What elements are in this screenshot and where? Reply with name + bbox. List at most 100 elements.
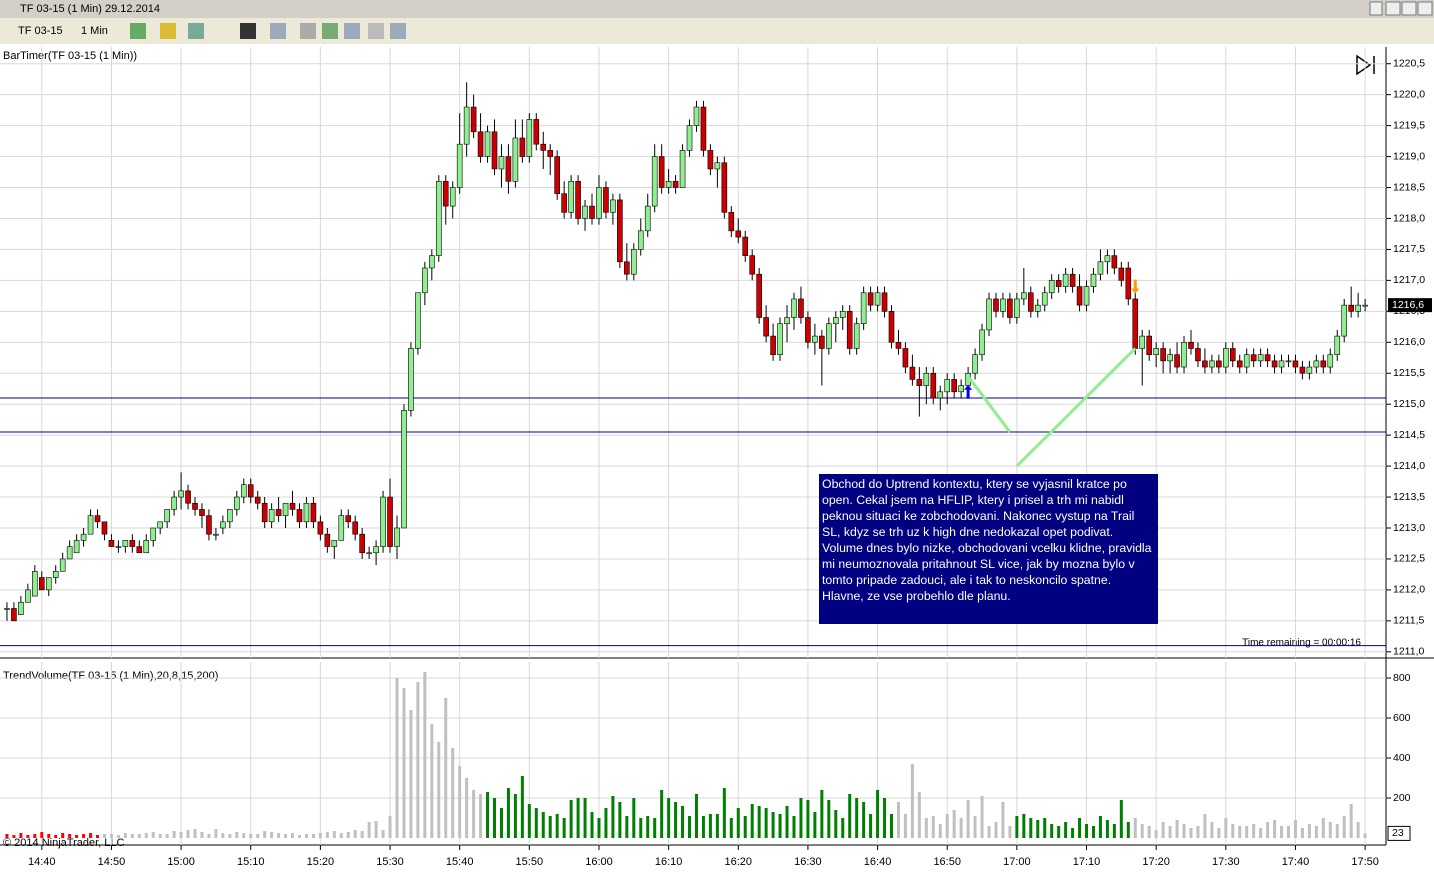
y-tick-label: 1212,0 — [1393, 584, 1425, 596]
toolbar-button[interactable] — [270, 23, 286, 39]
volume-bar — [1175, 820, 1179, 838]
toolbar-button[interactable] — [322, 23, 338, 39]
volume-bar — [416, 682, 420, 838]
volume-bar — [284, 834, 288, 838]
y-tick-label: 1211,5 — [1393, 615, 1424, 627]
volume-bar — [757, 806, 761, 838]
last-volume-box — [1387, 825, 1411, 841]
window-button[interactable] — [1401, 1, 1417, 16]
candle-body — [1313, 360, 1320, 368]
candle-body — [728, 211, 735, 232]
volume-bar — [193, 829, 197, 838]
candle-body — [860, 292, 867, 325]
volume-bar — [889, 814, 893, 838]
toolbar-button[interactable] — [368, 23, 384, 39]
y-tick-label: 1217,5 — [1393, 243, 1425, 255]
volume-bar — [688, 816, 692, 838]
volume-bar — [1252, 824, 1256, 838]
window-button[interactable] — [1369, 1, 1383, 16]
window-button[interactable] — [1385, 1, 1401, 16]
instrument-selector[interactable]: TF 03-15 — [18, 25, 63, 37]
candle-body — [624, 261, 630, 275]
candle-body — [129, 540, 136, 547]
toolbar-button[interactable] — [390, 23, 406, 39]
candle-body — [756, 273, 762, 318]
candle-body — [234, 496, 240, 510]
volume-bar — [26, 835, 30, 838]
volume-bar — [903, 814, 907, 838]
y-tick-label: 1214,0 — [1393, 460, 1425, 472]
volume-bar — [1001, 802, 1005, 838]
candle-body — [826, 323, 832, 349]
volume-bar — [1064, 822, 1068, 838]
volume-bar — [1091, 826, 1095, 838]
candle-body — [742, 236, 749, 256]
volume-bar — [346, 832, 350, 838]
toolbar-button[interactable] — [240, 23, 256, 39]
volume-bar — [1043, 818, 1047, 838]
volume-bar — [548, 816, 552, 838]
volume-bar — [527, 804, 531, 838]
volume-bar — [1238, 826, 1242, 838]
candle-body — [986, 298, 992, 331]
volume-bar — [270, 832, 274, 838]
y-tick-label: 1219,0 — [1393, 150, 1425, 162]
candle-body — [568, 181, 574, 213]
candle-body — [1236, 360, 1243, 368]
candle-body — [289, 502, 296, 510]
candle-body — [442, 181, 449, 207]
volume-bar — [1203, 814, 1207, 838]
volume-bar — [841, 818, 845, 838]
volume-bar — [325, 832, 329, 838]
candle-body — [380, 496, 386, 547]
candle-body — [324, 533, 331, 547]
candle-body — [944, 379, 951, 393]
candle-body — [909, 366, 916, 380]
candle-body — [1153, 348, 1159, 355]
volume-bar — [249, 834, 253, 838]
candle-body — [25, 589, 31, 603]
y-tick-label: 1215,0 — [1393, 398, 1425, 410]
candle-body — [561, 193, 567, 213]
toolbar-button[interactable] — [300, 23, 316, 39]
candle-body — [429, 255, 435, 269]
candle-body — [310, 502, 317, 523]
scroll-end-button[interactable] — [1356, 54, 1375, 76]
toolbar-button[interactable] — [188, 23, 204, 39]
toolbar-button[interactable] — [344, 23, 360, 39]
candle-body — [94, 515, 101, 523]
volume-bar — [242, 833, 246, 838]
volume-bar — [1286, 826, 1290, 838]
candle-body — [491, 131, 498, 170]
candle-body — [937, 391, 944, 399]
volume-bar — [451, 748, 455, 838]
volume-bar — [1342, 816, 1346, 838]
toolbar-button[interactable] — [130, 23, 146, 39]
volume-bar — [729, 818, 733, 838]
candle-body — [1216, 360, 1222, 368]
y-tick-label: 800 — [1393, 672, 1411, 684]
volume-bar — [722, 788, 726, 838]
volume-bar — [1182, 824, 1186, 838]
x-tick-label: 15:30 — [376, 856, 404, 868]
window-button[interactable] — [1417, 1, 1433, 16]
volume-bar — [778, 814, 782, 838]
toolbar-button[interactable] — [160, 23, 176, 39]
volume-bar — [1112, 824, 1116, 838]
candle-body — [1076, 286, 1083, 306]
y-tick-label: 1212,5 — [1393, 553, 1425, 565]
candle-body — [1069, 273, 1076, 287]
volume-bar — [618, 802, 622, 838]
candle-body — [526, 119, 533, 157]
volume-bar — [513, 794, 517, 838]
volume-bar — [1140, 824, 1144, 838]
interval-selector[interactable]: 1 Min — [81, 25, 108, 37]
candle-body — [1062, 273, 1069, 287]
volume-bar — [1078, 818, 1082, 838]
volume-bar — [590, 812, 594, 838]
candle-body — [1209, 360, 1215, 368]
volume-bar — [1147, 826, 1151, 838]
candle-body — [1118, 267, 1125, 281]
